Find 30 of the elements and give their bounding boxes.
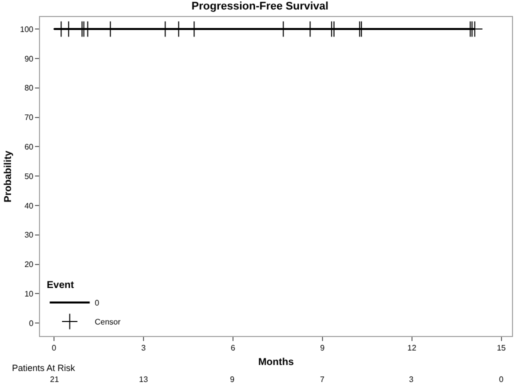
text: 13 — [139, 375, 148, 384]
legend-title: Event — [46, 280, 75, 291]
y-tick-label: 100 — [20, 24, 34, 34]
y-tick-label: 40 — [24, 201, 34, 210]
x-tick-label: 6 — [230, 344, 236, 353]
text: 0 — [499, 375, 504, 384]
y-axis-title: Probability — [3, 150, 14, 202]
x-tick-label: 0 — [52, 344, 57, 353]
legend-label: Censor — [94, 318, 121, 327]
text: 7 — [320, 375, 325, 384]
x-axis-title: Months — [258, 357, 294, 368]
y-tick-label: 70 — [24, 113, 34, 122]
text: 21 — [50, 375, 60, 384]
x-tick-label: 3 — [141, 344, 146, 353]
y-tick-label: 90 — [24, 54, 34, 64]
text: 9 — [230, 375, 235, 384]
y-tick-label: 30 — [24, 230, 34, 240]
legend-label: 0 — [94, 298, 100, 308]
y-tick-label: 50 — [24, 172, 34, 181]
y-tick-label: 0 — [28, 318, 34, 328]
x-tick-label: 12 — [407, 344, 417, 353]
text: Patients At Risk — [12, 363, 76, 373]
text: 3 — [409, 375, 414, 384]
x-tick-label: 9 — [320, 344, 326, 353]
y-tick-label: 10 — [24, 289, 34, 298]
x-tick-label: 15 — [496, 344, 506, 353]
y-tick-label: 80 — [24, 84, 34, 93]
y-tick-label: 20 — [24, 260, 34, 270]
chart-title: Progression-Free Survival — [192, 0, 328, 13]
y-tick-label: 60 — [24, 142, 34, 152]
